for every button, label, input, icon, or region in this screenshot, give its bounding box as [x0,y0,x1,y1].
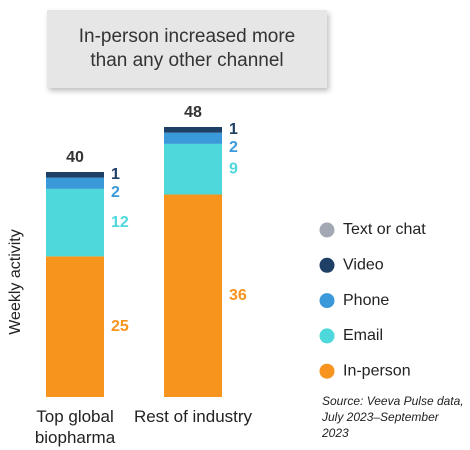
legend-marker [319,293,335,309]
data-label: 1 [111,166,120,183]
bar-segment [164,132,222,144]
bar-segment [46,177,104,189]
data-label: 9 [229,160,238,177]
total-label: 48 [184,104,202,121]
data-label: 2 [111,184,120,201]
data-label: 25 [111,318,129,335]
bar-segment [164,143,222,195]
x-tick-label: Rest of industry [133,407,253,426]
source-note: Source: Veeva Pulse data, July 2023–Sept… [322,394,464,440]
legend-label: Email [343,327,383,344]
data-label: 2 [229,139,238,156]
bar-segment [46,172,104,178]
data-label: 1 [229,121,238,138]
y-axis-label: Weekly activity [7,229,24,335]
legend-marker [319,328,335,344]
total-label: 40 [66,149,84,166]
legend-marker [319,222,335,238]
legend-label: Video [343,257,384,274]
bar-segment [46,188,104,257]
legend-label: Text or chat [343,221,426,238]
x-tick-label: Top global biopharma [34,407,116,447]
legend-label: In-person [343,362,411,379]
legend-marker [319,363,335,379]
bar-segment [164,194,222,397]
legend-label: Phone [343,292,389,309]
bar-segment [164,127,222,133]
bar-segment [46,256,104,397]
chart-title: In-person increased more than any other … [47,10,327,88]
data-label: 12 [111,214,129,231]
data-label: 36 [229,287,247,304]
legend-marker [319,257,335,273]
